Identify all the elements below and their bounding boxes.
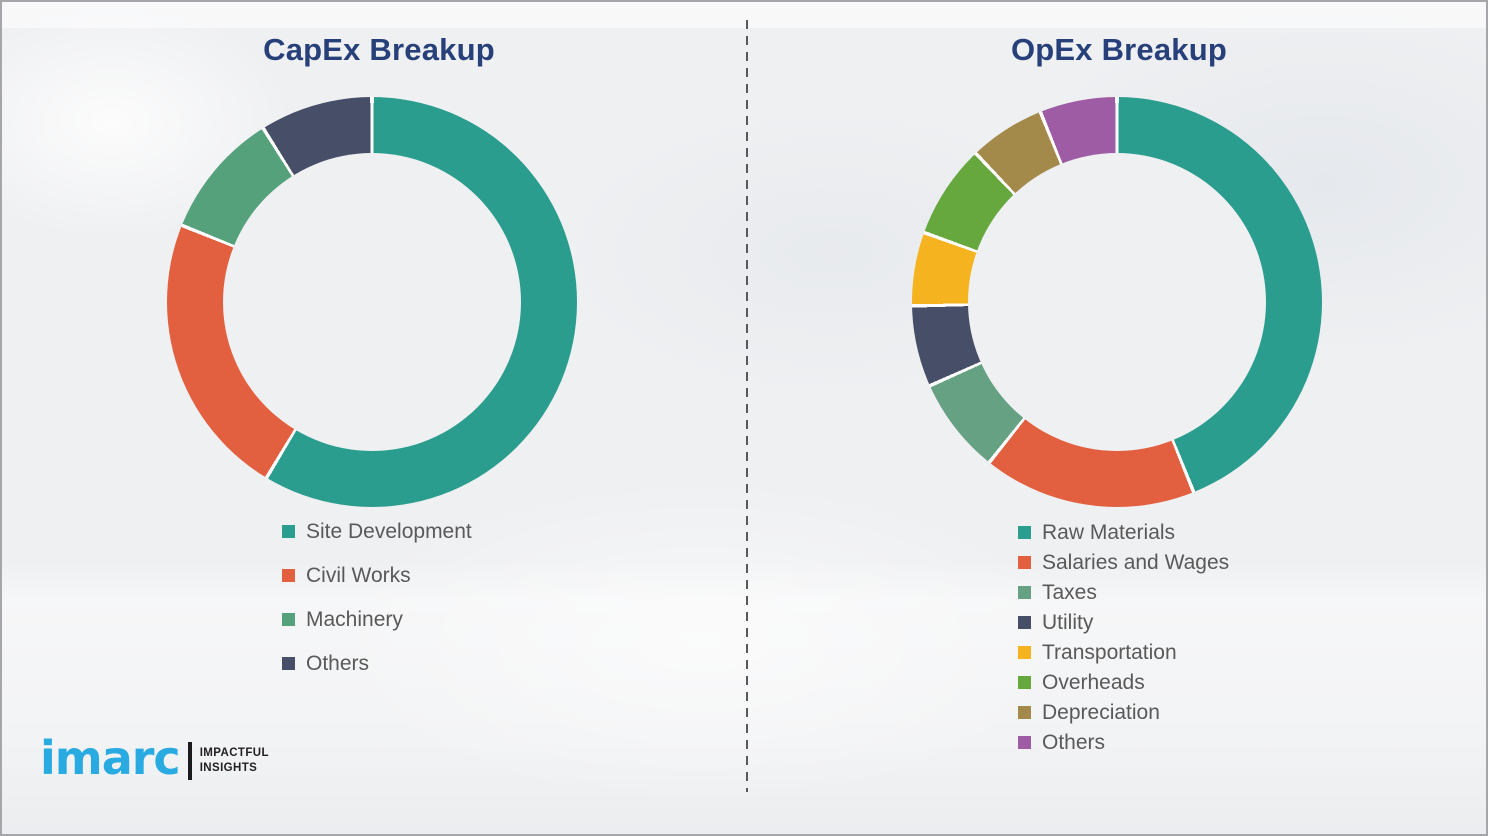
legend-swatch [282,612,295,626]
legend-label: Overheads [1042,670,1145,694]
legend-swatch [1018,525,1031,539]
legend-item-salaries-and-wages: Salaries and Wages [1018,547,1229,577]
legend-label: Others [306,651,370,675]
legend-label: Depreciation [1042,700,1160,724]
legend-label: Salaries and Wages [1042,550,1230,574]
imarc-tagline-line2: INSIGHTS [199,762,258,774]
legend-item-site-development: Site Development [282,509,472,553]
legend-swatch [282,524,295,538]
legend-swatch [1018,705,1031,719]
legend-item-raw-materials: Raw Materials [1018,517,1229,547]
legend-label: Civil Works [306,563,411,587]
legend-swatch [282,568,295,582]
legend-item-others: Others [282,641,472,685]
capex-donut-chart [167,97,577,507]
legend-item-civil-works: Civil Works [282,553,472,597]
capex-legend: Site Development Civil Works Machinery Othe… [282,509,472,685]
legend-label: Taxes [1042,580,1097,604]
legend-label: Machinery [306,607,403,631]
legend-item-depreciation: Depreciation [1018,697,1229,727]
legend-swatch [1018,675,1031,689]
legend-label: Transportation [1042,640,1177,664]
legend-swatch [1018,615,1031,629]
legend-item-overheads: Overheads [1018,667,1229,697]
imarc-logo-tagline: IMPACTFUL INSIGHTS [200,746,269,776]
vertical-dashed-divider [746,20,748,792]
legend-item-machinery: Machinery [282,597,472,641]
legend-item-transportation: Transportation [1018,637,1229,667]
capex-chart-title: CapEx Breakup [263,32,495,67]
capex-donut-hole [223,153,521,451]
legend-item-taxes: Taxes [1018,577,1229,607]
imarc-logo: imarc IMPACTFUL INSIGHTS [40,735,269,781]
imarc-logo-divider-bar [187,742,192,780]
imarc-tagline-line1: IMPACTFUL [199,747,269,760]
legend-item-others: Others [1018,727,1229,757]
opex-donut-chart [912,97,1322,507]
imarc-logo-wordmark: imarc [40,731,181,785]
legend-label: Site Development [306,519,472,543]
opex-legend: Raw Materials Salaries and Wages Taxes Util… [1018,517,1229,757]
legend-swatch [1018,735,1031,749]
legend-swatch [1018,585,1031,599]
legend-label: Utility [1042,610,1094,634]
legend-swatch [1018,645,1031,659]
opex-chart-title: OpEx Breakup [1010,32,1228,67]
legend-swatch [1018,555,1031,569]
legend-item-utility: Utility [1018,607,1229,637]
legend-label: Others [1042,730,1106,754]
opex-donut-hole [968,153,1266,451]
legend-swatch [282,656,295,670]
legend-label: Raw Materials [1042,520,1176,544]
